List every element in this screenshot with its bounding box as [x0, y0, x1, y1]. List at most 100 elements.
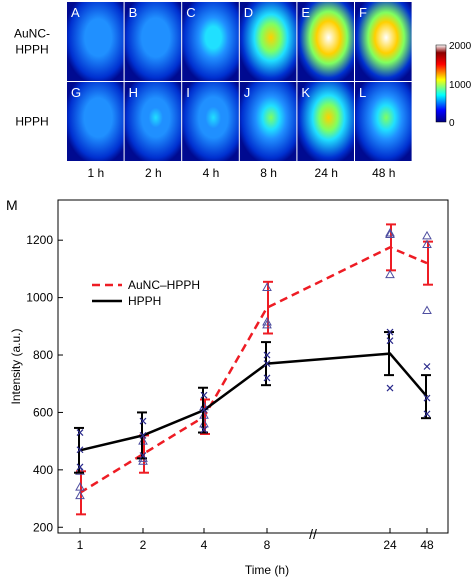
- colorbar-min-label: 0: [449, 118, 455, 129]
- fluorescence-image: [239, 2, 297, 81]
- image-panel-c: C: [182, 2, 239, 81]
- time-label: 4 h: [203, 166, 220, 180]
- data-point-x: [200, 426, 208, 434]
- legend-item: AuNC–HPPH: [92, 278, 200, 292]
- data-point-triangle: [75, 490, 85, 500]
- panel-letter: H: [129, 85, 138, 100]
- panel-letter: G: [71, 85, 81, 100]
- y-tick-label: 400: [33, 463, 53, 477]
- panel-letter: B: [129, 5, 138, 20]
- chart-legend: AuNC–HPPH HPPH: [92, 278, 200, 308]
- data-point-x: [76, 446, 84, 454]
- series-line: [79, 352, 428, 452]
- data-point-x: [386, 337, 394, 345]
- image-panel-k: K: [297, 82, 354, 161]
- data-point-x: [263, 351, 271, 359]
- panel-letter: L: [359, 85, 366, 100]
- time-labels: 1 h 2 h 4 h 8 h 24 h 48 h: [87, 166, 395, 180]
- row-label: HPPH: [15, 115, 48, 129]
- panel-letter: D: [244, 5, 253, 20]
- series-hpph: [74, 328, 431, 474]
- data-point-x: [423, 410, 431, 418]
- fluorescence-image: [239, 82, 297, 161]
- fluorescence-image: [355, 82, 412, 161]
- x-tick-label: 48: [420, 538, 434, 552]
- image-panel-f: F: [355, 2, 412, 81]
- data-point-x: [263, 360, 271, 368]
- y-tick-label: 600: [33, 405, 53, 419]
- series-aunc-hpph: [75, 223, 433, 516]
- data-point-triangle: [385, 228, 395, 237]
- data-point-x: [200, 406, 208, 413]
- image-panel-d: D: [239, 2, 297, 81]
- image-panel-g: G: [67, 82, 124, 161]
- data-point-triangle: [422, 305, 432, 315]
- colorbar-mid-label: 1000: [449, 80, 471, 91]
- data-point-triangle: [422, 230, 432, 240]
- y-tick-label: 1000: [26, 291, 53, 305]
- x-axis-label: Time (h): [245, 563, 289, 577]
- chart-panel-letter: M: [6, 197, 18, 213]
- fluorescence-image: [297, 2, 354, 81]
- data-point-x: [263, 374, 271, 382]
- row-label: HPPH: [15, 43, 48, 57]
- x-tick-label: 24: [383, 538, 397, 552]
- data-point-x: [423, 394, 431, 402]
- fluorescence-image: [67, 2, 124, 81]
- y-axis-label: Intensity (a.u.): [9, 328, 23, 404]
- series-line: [79, 245, 428, 494]
- data-point-triangle: [422, 239, 432, 248]
- colorbar-gradient: [435, 44, 447, 123]
- data-point-triangle: [262, 282, 272, 292]
- fluorescence-image: [182, 2, 239, 81]
- data-point-triangle: [262, 319, 272, 329]
- time-label: 24 h: [315, 166, 338, 180]
- image-panel-b: B: [124, 2, 182, 81]
- y-tick-label: 200: [33, 520, 53, 534]
- fluorescence-image: [67, 82, 124, 161]
- plot-frame: [57, 199, 449, 534]
- legend-label: AuNC–HPPH: [128, 278, 200, 292]
- legend-label: HPPH: [128, 294, 161, 308]
- data-point-triangle: [385, 229, 395, 238]
- imaging-grid: A B C D E F G H I J K L: [67, 2, 412, 161]
- panel-letter: A: [71, 5, 80, 20]
- fluorescence-image: [124, 2, 182, 81]
- panel-letter: E: [301, 5, 310, 20]
- time-label: 1 h: [87, 166, 104, 180]
- legend-item: HPPH: [92, 294, 161, 308]
- data-point-x: [139, 431, 147, 439]
- data-point-x: [386, 328, 394, 336]
- panel-letter: K: [301, 85, 310, 100]
- data-point-x: [76, 463, 84, 471]
- data-point-x: [423, 363, 431, 370]
- image-panel-h: H: [124, 82, 182, 161]
- row-label: AuNC-: [14, 27, 50, 41]
- image-panel-a: A: [67, 2, 124, 81]
- image-panel-i: I: [182, 82, 239, 161]
- y-tick-label: 800: [33, 348, 53, 362]
- data-point-x: [200, 391, 208, 399]
- fluorescence-image: [182, 82, 239, 161]
- fluorescence-image: [297, 82, 354, 161]
- data-point-triangle: [75, 482, 85, 491]
- colorbar: 2000 1000 0: [435, 41, 471, 129]
- data-point-x: [386, 384, 394, 392]
- image-panel-l: L: [355, 82, 412, 161]
- fluorescence-image: [355, 2, 412, 81]
- x-tick-label: 4: [201, 538, 208, 552]
- data-point-triangle: [385, 269, 395, 279]
- image-panel-e: E: [297, 2, 354, 81]
- chart-series: [74, 223, 433, 516]
- error-bar: [261, 341, 271, 387]
- time-label: 8 h: [260, 166, 277, 180]
- colorbar-max-label: 2000: [449, 41, 471, 52]
- data-point-triangle: [138, 456, 148, 465]
- x-tick-label: 8: [264, 538, 271, 552]
- panel-letter: I: [186, 85, 190, 100]
- axis-break-mark: //: [309, 526, 317, 542]
- image-panel-j: J: [239, 82, 297, 161]
